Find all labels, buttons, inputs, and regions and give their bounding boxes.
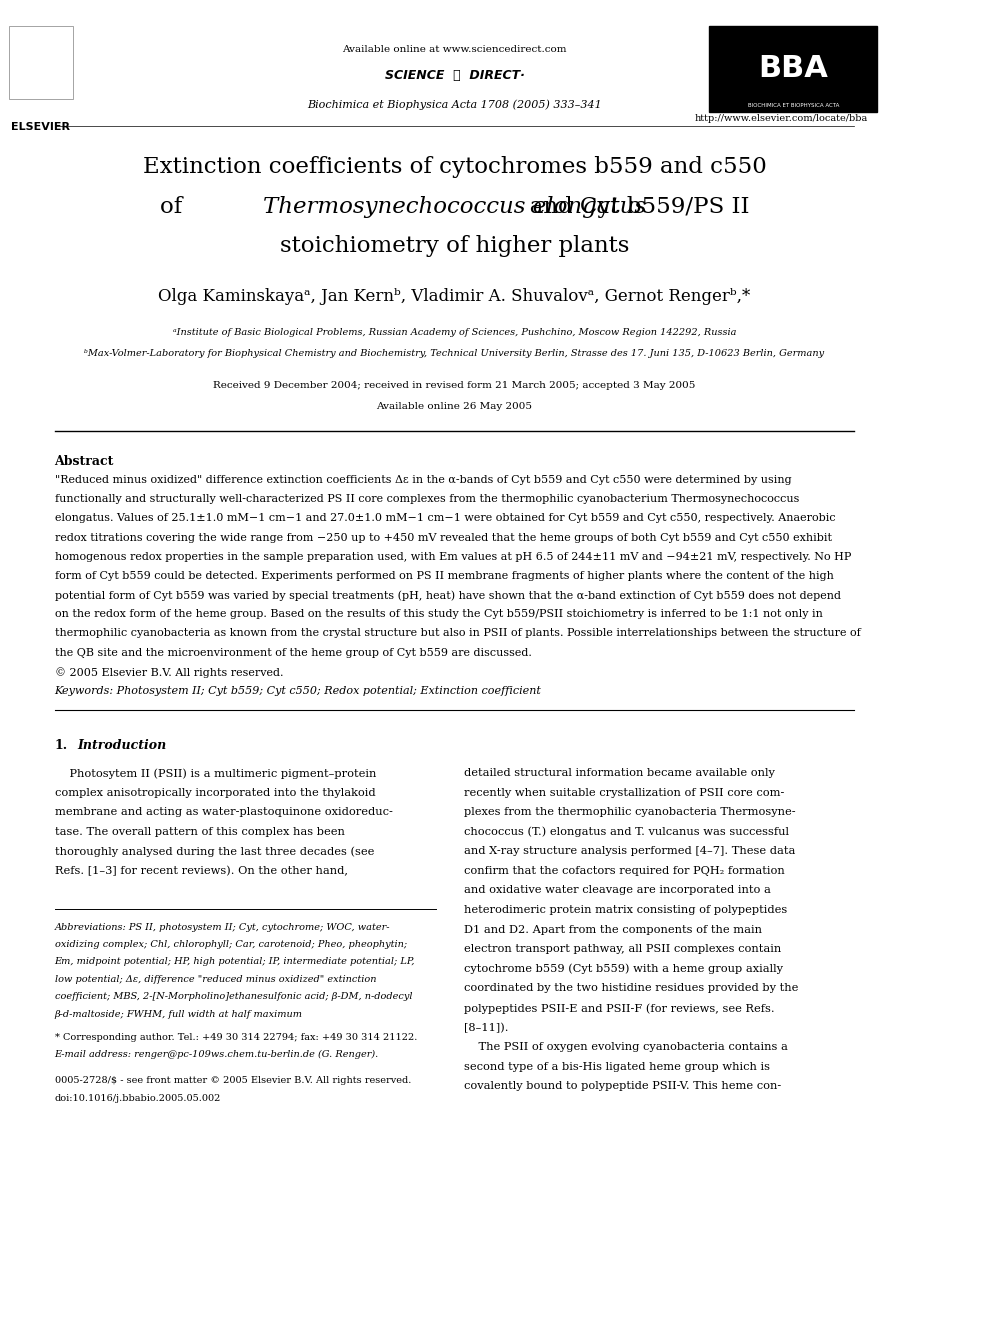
Text: Olga Kaminskayaᵃ, Jan Kernᵇ, Vladimir A. Shuvalovᵃ, Gernot Rengerᵇ,*: Olga Kaminskayaᵃ, Jan Kernᵇ, Vladimir A.… xyxy=(159,288,751,306)
Text: * Corresponding author. Tel.: +49 30 314 22794; fax: +49 30 314 21122.: * Corresponding author. Tel.: +49 30 314… xyxy=(55,1033,417,1041)
Text: Available online 26 May 2005: Available online 26 May 2005 xyxy=(376,402,533,411)
Text: the QB site and the microenvironment of the heme group of Cyt b559 are discussed: the QB site and the microenvironment of … xyxy=(55,648,532,658)
Text: complex anisotropically incorporated into the thylakoid: complex anisotropically incorporated int… xyxy=(55,787,375,798)
Text: Em, midpoint potential; HP, high potential; IP, intermediate potential; LP,: Em, midpoint potential; HP, high potenti… xyxy=(55,958,415,967)
Text: D1 and D2. Apart from the components of the main: D1 and D2. Apart from the components of … xyxy=(463,925,762,934)
Text: Available online at www.sciencedirect.com: Available online at www.sciencedirect.co… xyxy=(342,45,566,54)
Text: potential form of Cyt b559 was varied by special treatments (pH, heat) have show: potential form of Cyt b559 was varied by… xyxy=(55,590,840,601)
Text: homogenous redox properties in the sample preparation used, with Em values at pH: homogenous redox properties in the sampl… xyxy=(55,552,851,562)
Text: BIOCHIMICA ET BIOPHYSICA ACTA: BIOCHIMICA ET BIOPHYSICA ACTA xyxy=(748,103,839,108)
Text: Extinction coefficients of cytochromes b559 and c550: Extinction coefficients of cytochromes b… xyxy=(143,156,767,179)
Text: Abstract: Abstract xyxy=(55,455,114,468)
Text: Thermosynechococcus elongatus: Thermosynechococcus elongatus xyxy=(263,196,646,218)
Text: Abbreviations: PS II, photosystem II; Cyt, cytochrome; WOC, water-: Abbreviations: PS II, photosystem II; Cy… xyxy=(55,922,390,931)
Text: thoroughly analysed during the last three decades (see: thoroughly analysed during the last thre… xyxy=(55,847,374,857)
Text: covalently bound to polypeptide PSII-V. This heme con-: covalently bound to polypeptide PSII-V. … xyxy=(463,1081,781,1091)
Text: elongatus. Values of 25.1±1.0 mM−1 cm−1 and 27.0±1.0 mM−1 cm−1 were obtained for: elongatus. Values of 25.1±1.0 mM−1 cm−1 … xyxy=(55,513,835,524)
Text: Received 9 December 2004; received in revised form 21 March 2005; accepted 3 May: Received 9 December 2004; received in re… xyxy=(213,381,695,390)
Text: oxidizing complex; Chl, chlorophyll; Car, carotenoid; Pheo, pheophytin;: oxidizing complex; Chl, chlorophyll; Car… xyxy=(55,941,407,949)
Text: membrane and acting as water-plastoquinone oxidoreduc-: membrane and acting as water-plastoquino… xyxy=(55,807,393,818)
Text: confirm that the cofactors required for PQH₂ formation: confirm that the cofactors required for … xyxy=(463,867,785,876)
Text: BBA: BBA xyxy=(759,54,828,83)
Text: on the redox form of the heme group. Based on the results of this study the Cyt : on the redox form of the heme group. Bas… xyxy=(55,610,822,619)
Text: Introduction: Introduction xyxy=(77,740,167,751)
Text: 1.: 1. xyxy=(55,740,67,751)
Text: low potential; Δε, difference "reduced minus oxidized" extinction: low potential; Δε, difference "reduced m… xyxy=(55,975,376,984)
Text: thermophilic cyanobacteria as known from the crystal structure but also in PSII : thermophilic cyanobacteria as known from… xyxy=(55,628,860,639)
Text: stoichiometry of higher plants: stoichiometry of higher plants xyxy=(280,235,629,258)
Text: functionally and structurally well-characterized PS II core complexes from the t: functionally and structurally well-chara… xyxy=(55,495,799,504)
Text: Biochimica et Biophysica Acta 1708 (2005) 333–341: Biochimica et Biophysica Acta 1708 (2005… xyxy=(308,99,602,110)
Text: "Reduced minus oxidized" difference extinction coefficients Δε in the α-bands of: "Reduced minus oxidized" difference exti… xyxy=(55,475,792,486)
Text: Refs. [1–3] for recent reviews). On the other hand,: Refs. [1–3] for recent reviews). On the … xyxy=(55,867,347,876)
Text: redox titrations covering the wide range from −250 up to +450 mV revealed that t: redox titrations covering the wide range… xyxy=(55,533,831,542)
Text: © 2005 Elsevier B.V. All rights reserved.: © 2005 Elsevier B.V. All rights reserved… xyxy=(55,667,283,677)
Text: 0005-2728/$ - see front matter © 2005 Elsevier B.V. All rights reserved.: 0005-2728/$ - see front matter © 2005 El… xyxy=(55,1077,411,1085)
Text: cytochrome b559 (Cyt b559) with a heme group axially: cytochrome b559 (Cyt b559) with a heme g… xyxy=(463,964,783,974)
Text: second type of a bis-His ligated heme group which is: second type of a bis-His ligated heme gr… xyxy=(463,1062,770,1072)
Text: E-mail address: renger@pc-109ws.chem.tu-berlin.de (G. Renger).: E-mail address: renger@pc-109ws.chem.tu-… xyxy=(55,1050,379,1060)
Text: Keywords: Photosystem II; Cyt b559; Cyt c550; Redox potential; Extinction coeffi: Keywords: Photosystem II; Cyt b559; Cyt … xyxy=(55,687,542,696)
Text: doi:10.1016/j.bbabio.2005.05.002: doi:10.1016/j.bbabio.2005.05.002 xyxy=(55,1094,221,1103)
Text: http://www.elsevier.com/locate/bba: http://www.elsevier.com/locate/bba xyxy=(694,114,868,123)
Text: detailed structural information became available only: detailed structural information became a… xyxy=(463,769,775,778)
Text: ᵃInstitute of Basic Biological Problems, Russian Academy of Sciences, Pushchino,: ᵃInstitute of Basic Biological Problems,… xyxy=(173,328,736,337)
Text: tase. The overall pattern of this complex has been: tase. The overall pattern of this comple… xyxy=(55,827,344,836)
Text: Photosytem II (PSII) is a multimeric pigment–protein: Photosytem II (PSII) is a multimeric pig… xyxy=(55,769,376,778)
Text: electron transport pathway, all PSII complexes contain: electron transport pathway, all PSII com… xyxy=(463,945,781,954)
Text: heterodimeric protein matrix consisting of polypeptides: heterodimeric protein matrix consisting … xyxy=(463,905,787,916)
Text: plexes from the thermophilic cyanobacteria Thermosyne-: plexes from the thermophilic cyanobacter… xyxy=(463,807,796,818)
Text: of                                                                          and : of and xyxy=(160,196,749,218)
Text: ELSEVIER: ELSEVIER xyxy=(11,122,70,132)
Text: β-d-maltoside; FWHM, full width at half maximum: β-d-maltoside; FWHM, full width at half … xyxy=(55,1009,303,1019)
Text: form of Cyt b559 could be detected. Experiments performed on PS II membrane frag: form of Cyt b559 could be detected. Expe… xyxy=(55,572,833,581)
FancyBboxPatch shape xyxy=(709,26,877,112)
Text: recently when suitable crystallization of PSII core com-: recently when suitable crystallization o… xyxy=(463,787,784,798)
Text: [8–11]).: [8–11]). xyxy=(463,1023,508,1033)
Text: and oxidative water cleavage are incorporated into a: and oxidative water cleavage are incorpo… xyxy=(463,885,771,896)
Text: SCIENCE  ⓐ  DIRECT·: SCIENCE ⓐ DIRECT· xyxy=(385,69,525,82)
Text: polypeptides PSII-E and PSII-F (for reviews, see Refs.: polypeptides PSII-E and PSII-F (for revi… xyxy=(463,1003,774,1013)
Text: coefficient; MBS, 2-[N-Morpholino]ethanesulfonic acid; β-DM, n-dodecyl: coefficient; MBS, 2-[N-Morpholino]ethane… xyxy=(55,992,412,1002)
Text: The PSII of oxygen evolving cyanobacteria contains a: The PSII of oxygen evolving cyanobacteri… xyxy=(463,1043,788,1052)
Text: ᵇMax-Volmer-Laboratory for Biophysical Chemistry and Biochemistry, Technical Uni: ᵇMax-Volmer-Laboratory for Biophysical C… xyxy=(84,349,824,359)
Text: and X-ray structure analysis performed [4–7]. These data: and X-ray structure analysis performed [… xyxy=(463,847,795,856)
Text: coordinated by the two histidine residues provided by the: coordinated by the two histidine residue… xyxy=(463,983,798,994)
Text: chococcus (T.) elongatus and T. vulcanus was successful: chococcus (T.) elongatus and T. vulcanus… xyxy=(463,827,789,837)
